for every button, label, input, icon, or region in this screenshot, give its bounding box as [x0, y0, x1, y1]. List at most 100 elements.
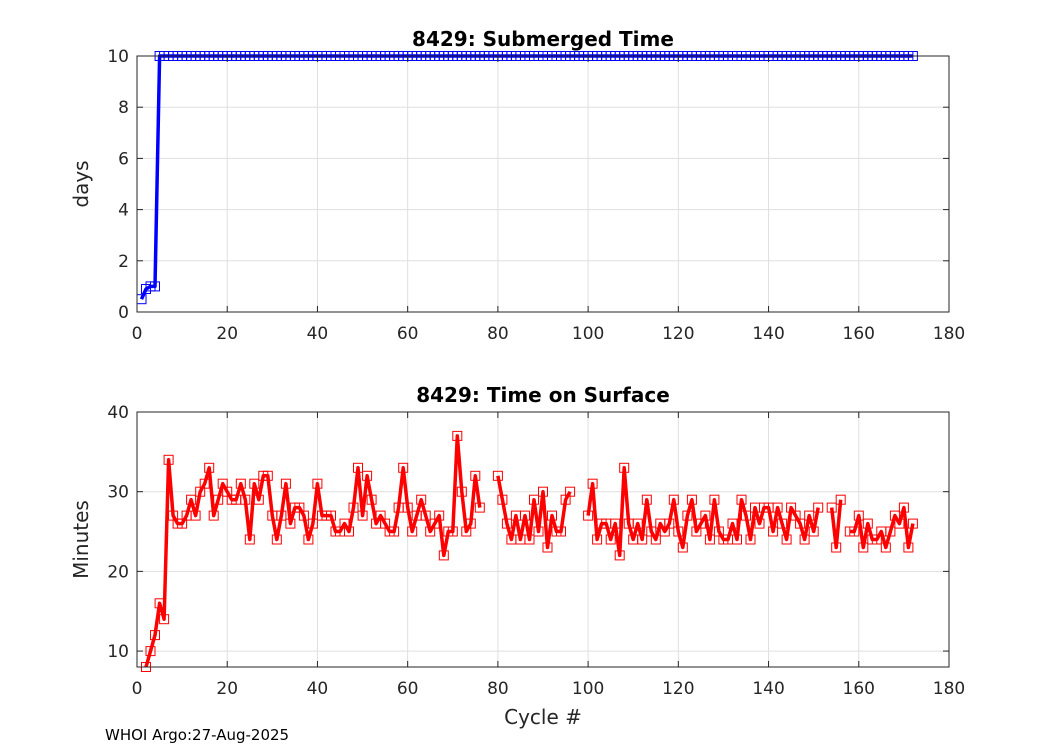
data-point — [709, 494, 720, 505]
chart-title: 8429: Time on Surface — [416, 383, 670, 407]
data-point — [741, 510, 751, 521]
data-point — [664, 518, 675, 529]
data-point — [686, 494, 697, 505]
data-point — [271, 534, 282, 545]
data-point — [831, 542, 842, 553]
data-point — [353, 462, 363, 473]
x-tick-label: 40 — [307, 324, 329, 344]
data-point — [799, 534, 810, 545]
data-point — [565, 486, 576, 497]
x-tick-label: 0 — [132, 324, 143, 344]
data-point — [285, 518, 296, 529]
data-point — [204, 462, 215, 473]
data-point — [885, 526, 896, 537]
data-point — [853, 510, 864, 521]
y-tick-label: 10 — [107, 47, 129, 67]
submerged-time-chart: 0 20 40 60 80 100 120 140 160 180 0 2 4 6 8 10 8429: Sub… — [69, 27, 965, 344]
data-point — [213, 494, 224, 505]
data-point — [903, 542, 914, 553]
data-point — [614, 550, 625, 561]
data-point — [605, 534, 616, 545]
data-point — [520, 510, 530, 521]
data-point — [154, 598, 165, 609]
x-tick-label: 0 — [132, 679, 143, 699]
data-point — [438, 550, 449, 561]
series-line — [144, 434, 482, 668]
data-point — [434, 510, 445, 521]
surface-time-chart: 0 20 40 60 80 100 120 140 160 180 10 20 30 40 8429: Ti… — [69, 383, 965, 729]
data-point — [456, 486, 467, 497]
data-point — [677, 542, 688, 553]
data-point — [407, 526, 418, 537]
data-point — [556, 526, 566, 537]
x-tick-label: 160 — [843, 324, 875, 344]
data-point — [501, 518, 512, 529]
data-point — [632, 518, 643, 529]
data-point — [253, 494, 264, 505]
data-point — [497, 494, 508, 505]
data-point — [452, 430, 463, 441]
y-tick-label: 20 — [107, 562, 129, 582]
data-point — [835, 494, 846, 505]
plot-area — [137, 56, 949, 312]
data-point — [312, 478, 323, 489]
series-line — [496, 475, 572, 550]
data-point — [249, 478, 260, 489]
data-point — [732, 534, 742, 545]
data-point — [795, 518, 806, 529]
y-tick-label: 8 — [118, 98, 129, 118]
data-point — [650, 534, 661, 545]
data-point — [280, 478, 291, 489]
x-tick-label: 80 — [487, 324, 509, 344]
data-point — [533, 526, 544, 537]
x-tick-label: 120 — [662, 324, 694, 344]
data-point — [538, 486, 548, 497]
data-point — [894, 518, 905, 529]
axes-box — [136, 55, 950, 313]
data-point — [186, 494, 197, 505]
plot-area — [137, 412, 949, 667]
data-point — [470, 470, 481, 481]
x-tick-label: 160 — [843, 679, 875, 699]
data-point — [420, 510, 431, 521]
y-tick-label: 10 — [107, 642, 129, 662]
data-point — [389, 526, 400, 537]
x-tick-label: 80 — [487, 679, 509, 699]
y-tick-label: 2 — [118, 252, 129, 272]
axes-box — [136, 411, 950, 668]
data-point — [244, 534, 255, 545]
data-point — [772, 502, 783, 513]
y-tick-label: 40 — [107, 403, 129, 423]
data-point — [524, 534, 535, 545]
data-point — [592, 534, 603, 545]
data-point — [781, 534, 792, 545]
data-point — [700, 510, 711, 521]
data-point — [745, 534, 756, 545]
data-point — [777, 518, 788, 529]
y-tick-label: 6 — [118, 149, 129, 169]
data-point — [416, 494, 427, 505]
x-tick-label: 100 — [572, 679, 604, 699]
data-point — [398, 462, 409, 473]
x-tick-label: 140 — [752, 679, 784, 699]
data-point — [348, 502, 359, 513]
data-point — [858, 542, 869, 553]
data-point — [610, 518, 621, 529]
data-point — [813, 502, 824, 513]
data-point — [362, 470, 373, 481]
data-point — [240, 494, 251, 505]
data-point — [826, 502, 837, 513]
data-point — [344, 526, 354, 537]
data-point — [637, 534, 648, 545]
data-point — [768, 526, 779, 537]
data-point — [145, 646, 156, 657]
data-point — [804, 510, 815, 521]
data-point — [583, 510, 594, 521]
data-point — [547, 510, 557, 521]
data-point — [727, 518, 738, 529]
data-point — [682, 510, 693, 521]
x-tick-label: 120 — [662, 679, 694, 699]
data-point — [641, 494, 652, 505]
data-point — [668, 494, 679, 505]
